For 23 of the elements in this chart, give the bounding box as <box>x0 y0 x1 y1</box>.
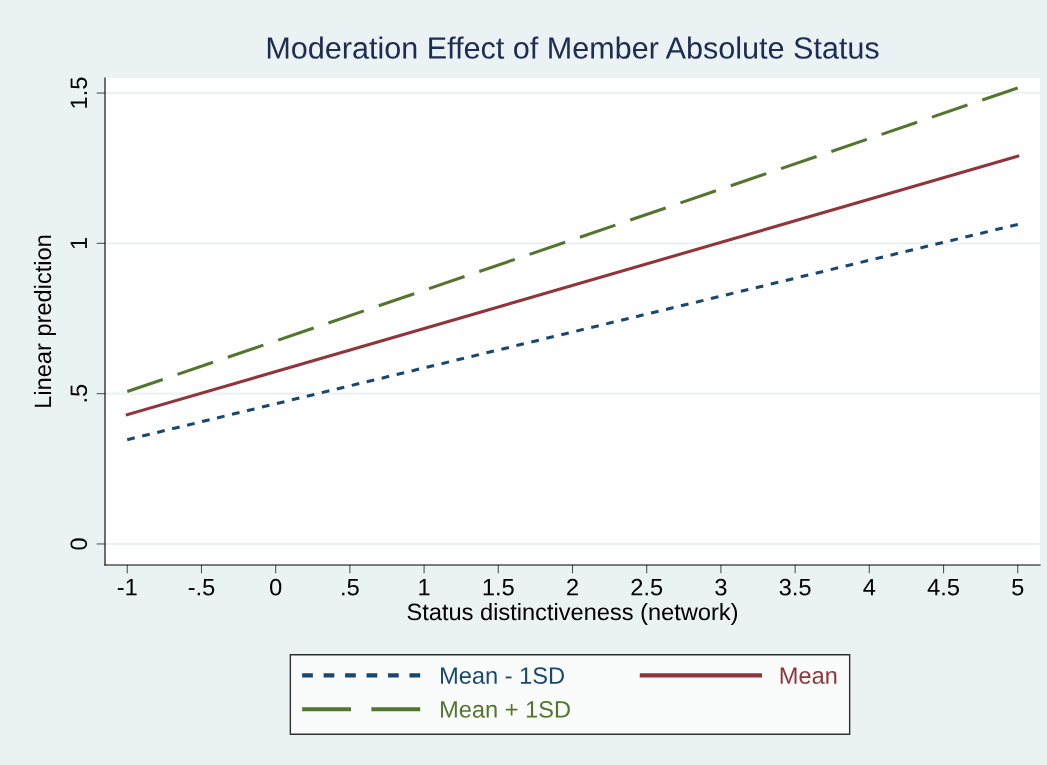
x-tick-label: 0 <box>270 578 282 596</box>
y-axis-title: Linear prediction <box>33 235 56 407</box>
y-tick-label: 1 <box>70 237 87 249</box>
x-tick-label: 1.5 <box>483 579 514 596</box>
x-tick-label: 5 <box>1012 579 1024 596</box>
chart-title: Moderation Effect of Member Absolute Status <box>267 36 879 59</box>
text: Mean - 1SD <box>441 667 564 684</box>
x-tick-label: 1 <box>419 579 430 596</box>
x-tick-label: 3 <box>715 578 727 596</box>
x-tick-label: -.5 <box>188 579 215 596</box>
x-tick-label: 2.5 <box>631 578 663 596</box>
text: Mean + 1SD <box>441 701 570 718</box>
y-tick-label: .5 <box>70 384 88 402</box>
y-tick-label: 0 <box>70 538 88 550</box>
x-tick-label: 2 <box>567 578 578 596</box>
x-tick-label: 4 <box>863 579 876 596</box>
x-tick-label: .5 <box>342 579 359 596</box>
x-tick-label: 4.5 <box>927 579 959 596</box>
y-tick-label: 1.5 <box>70 77 88 108</box>
x-tick-label: 3.5 <box>779 578 811 596</box>
x-axis-title: Status distinctiveness (network) <box>407 602 738 625</box>
legend-label: Mean <box>780 667 837 684</box>
x-tick-label: -1 <box>117 579 137 596</box>
